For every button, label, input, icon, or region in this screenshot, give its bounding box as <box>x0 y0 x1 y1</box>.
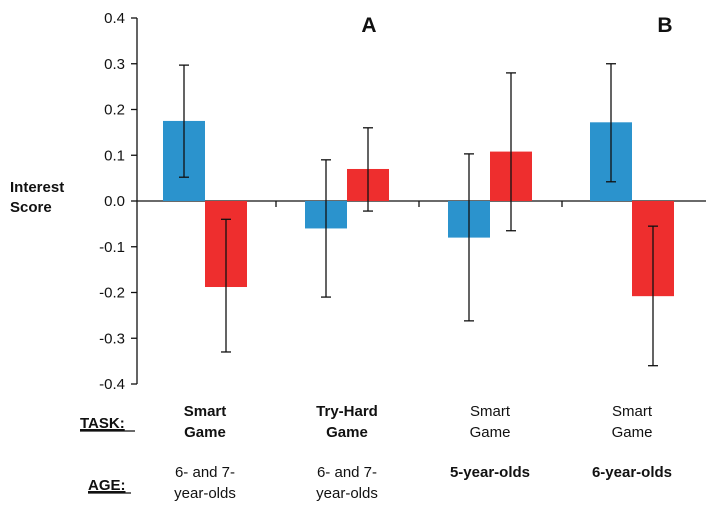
y-axis-label: Interest <box>10 179 64 196</box>
y-tick-label: -0.4 <box>99 376 125 393</box>
age-label: 6- and 7- <box>175 464 235 481</box>
bars <box>163 120 674 297</box>
error-bars <box>179 63 658 367</box>
y-tick-label: 0.2 <box>104 102 125 119</box>
age-label: year-olds <box>316 485 378 502</box>
task-label: Try-Hard <box>316 403 378 420</box>
labels: A B Interest Score TASK: AGE: Smart Game 6- and … <box>10 14 673 502</box>
age-row-label: AGE: <box>88 477 126 494</box>
age-label: 5-year-olds <box>450 464 530 481</box>
task-label: Smart <box>612 403 653 420</box>
task-label: Game <box>470 424 511 441</box>
task-label: Game <box>184 424 226 441</box>
task-label: Smart <box>184 403 227 420</box>
axes: 0.4 0.3 0.2 0.1 0.0 -0.1 -0.2 -0.3 -0.4 <box>99 10 706 393</box>
y-tick-label: -0.3 <box>99 330 125 347</box>
y-tick-label: 0.1 <box>104 147 125 164</box>
y-tick-label: -0.1 <box>99 239 125 256</box>
panel-label: B <box>657 14 672 37</box>
panel-label: A <box>361 14 376 37</box>
task-label: Smart <box>470 403 511 420</box>
y-axis-label: Score <box>10 199 52 216</box>
age-label: year-olds <box>174 485 236 502</box>
y-tick-label: 0.0 <box>104 193 125 210</box>
task-label: Game <box>326 424 368 441</box>
y-tick-label: 0.3 <box>104 56 125 73</box>
task-row-label: TASK: <box>80 415 125 432</box>
age-label: 6- and 7- <box>317 464 377 481</box>
task-label: Game <box>612 424 653 441</box>
age-label: 6-year-olds <box>592 464 672 481</box>
y-tick-label: -0.2 <box>99 285 125 302</box>
y-tick-label: 0.4 <box>104 10 125 27</box>
